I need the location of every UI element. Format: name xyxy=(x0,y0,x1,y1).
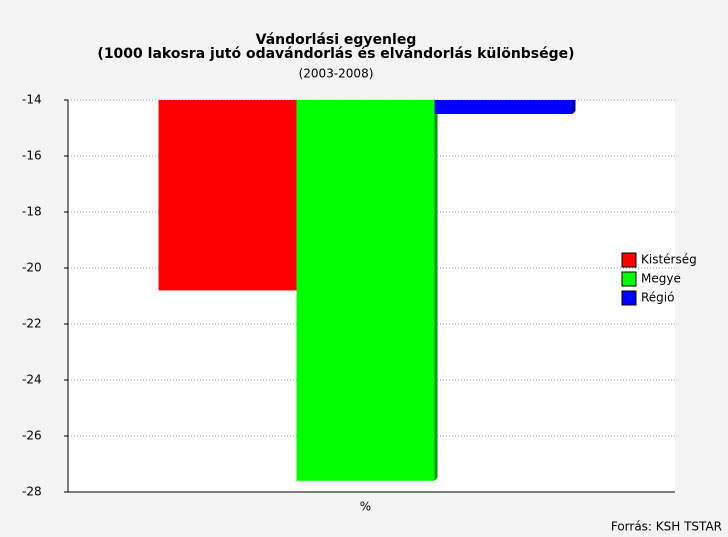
legend-swatch xyxy=(621,271,637,287)
chart-subtitle: (1000 lakosra jutó odavándorlás és elván… xyxy=(97,46,574,62)
x-tick-label: % xyxy=(360,500,371,514)
chart-period: (2003-2008) xyxy=(299,67,374,81)
y-tick-label: -16 xyxy=(22,149,42,163)
legend-label: Régió xyxy=(641,291,674,305)
bar xyxy=(296,100,435,481)
legend-label: Megye xyxy=(641,272,681,286)
bar xyxy=(434,100,573,114)
bar-side xyxy=(434,100,438,481)
bar-side xyxy=(572,100,576,114)
y-tick-label: -28 xyxy=(22,485,42,499)
chart-title: Vándorlási egyenleg xyxy=(256,32,417,48)
legend-swatch xyxy=(621,252,637,268)
legend-label: Kistérség xyxy=(641,253,697,267)
y-tick-label: -26 xyxy=(22,429,42,443)
y-tick-label: -20 xyxy=(22,261,42,275)
y-tick-label: -24 xyxy=(22,373,42,387)
y-tick-label: -22 xyxy=(22,317,42,331)
y-tick-label: -14 xyxy=(22,93,42,107)
source-note: Forrás: KSH TSTAR xyxy=(611,520,722,534)
legend-swatch xyxy=(621,290,637,306)
bar xyxy=(158,100,297,291)
y-tick-label: -18 xyxy=(22,205,42,219)
